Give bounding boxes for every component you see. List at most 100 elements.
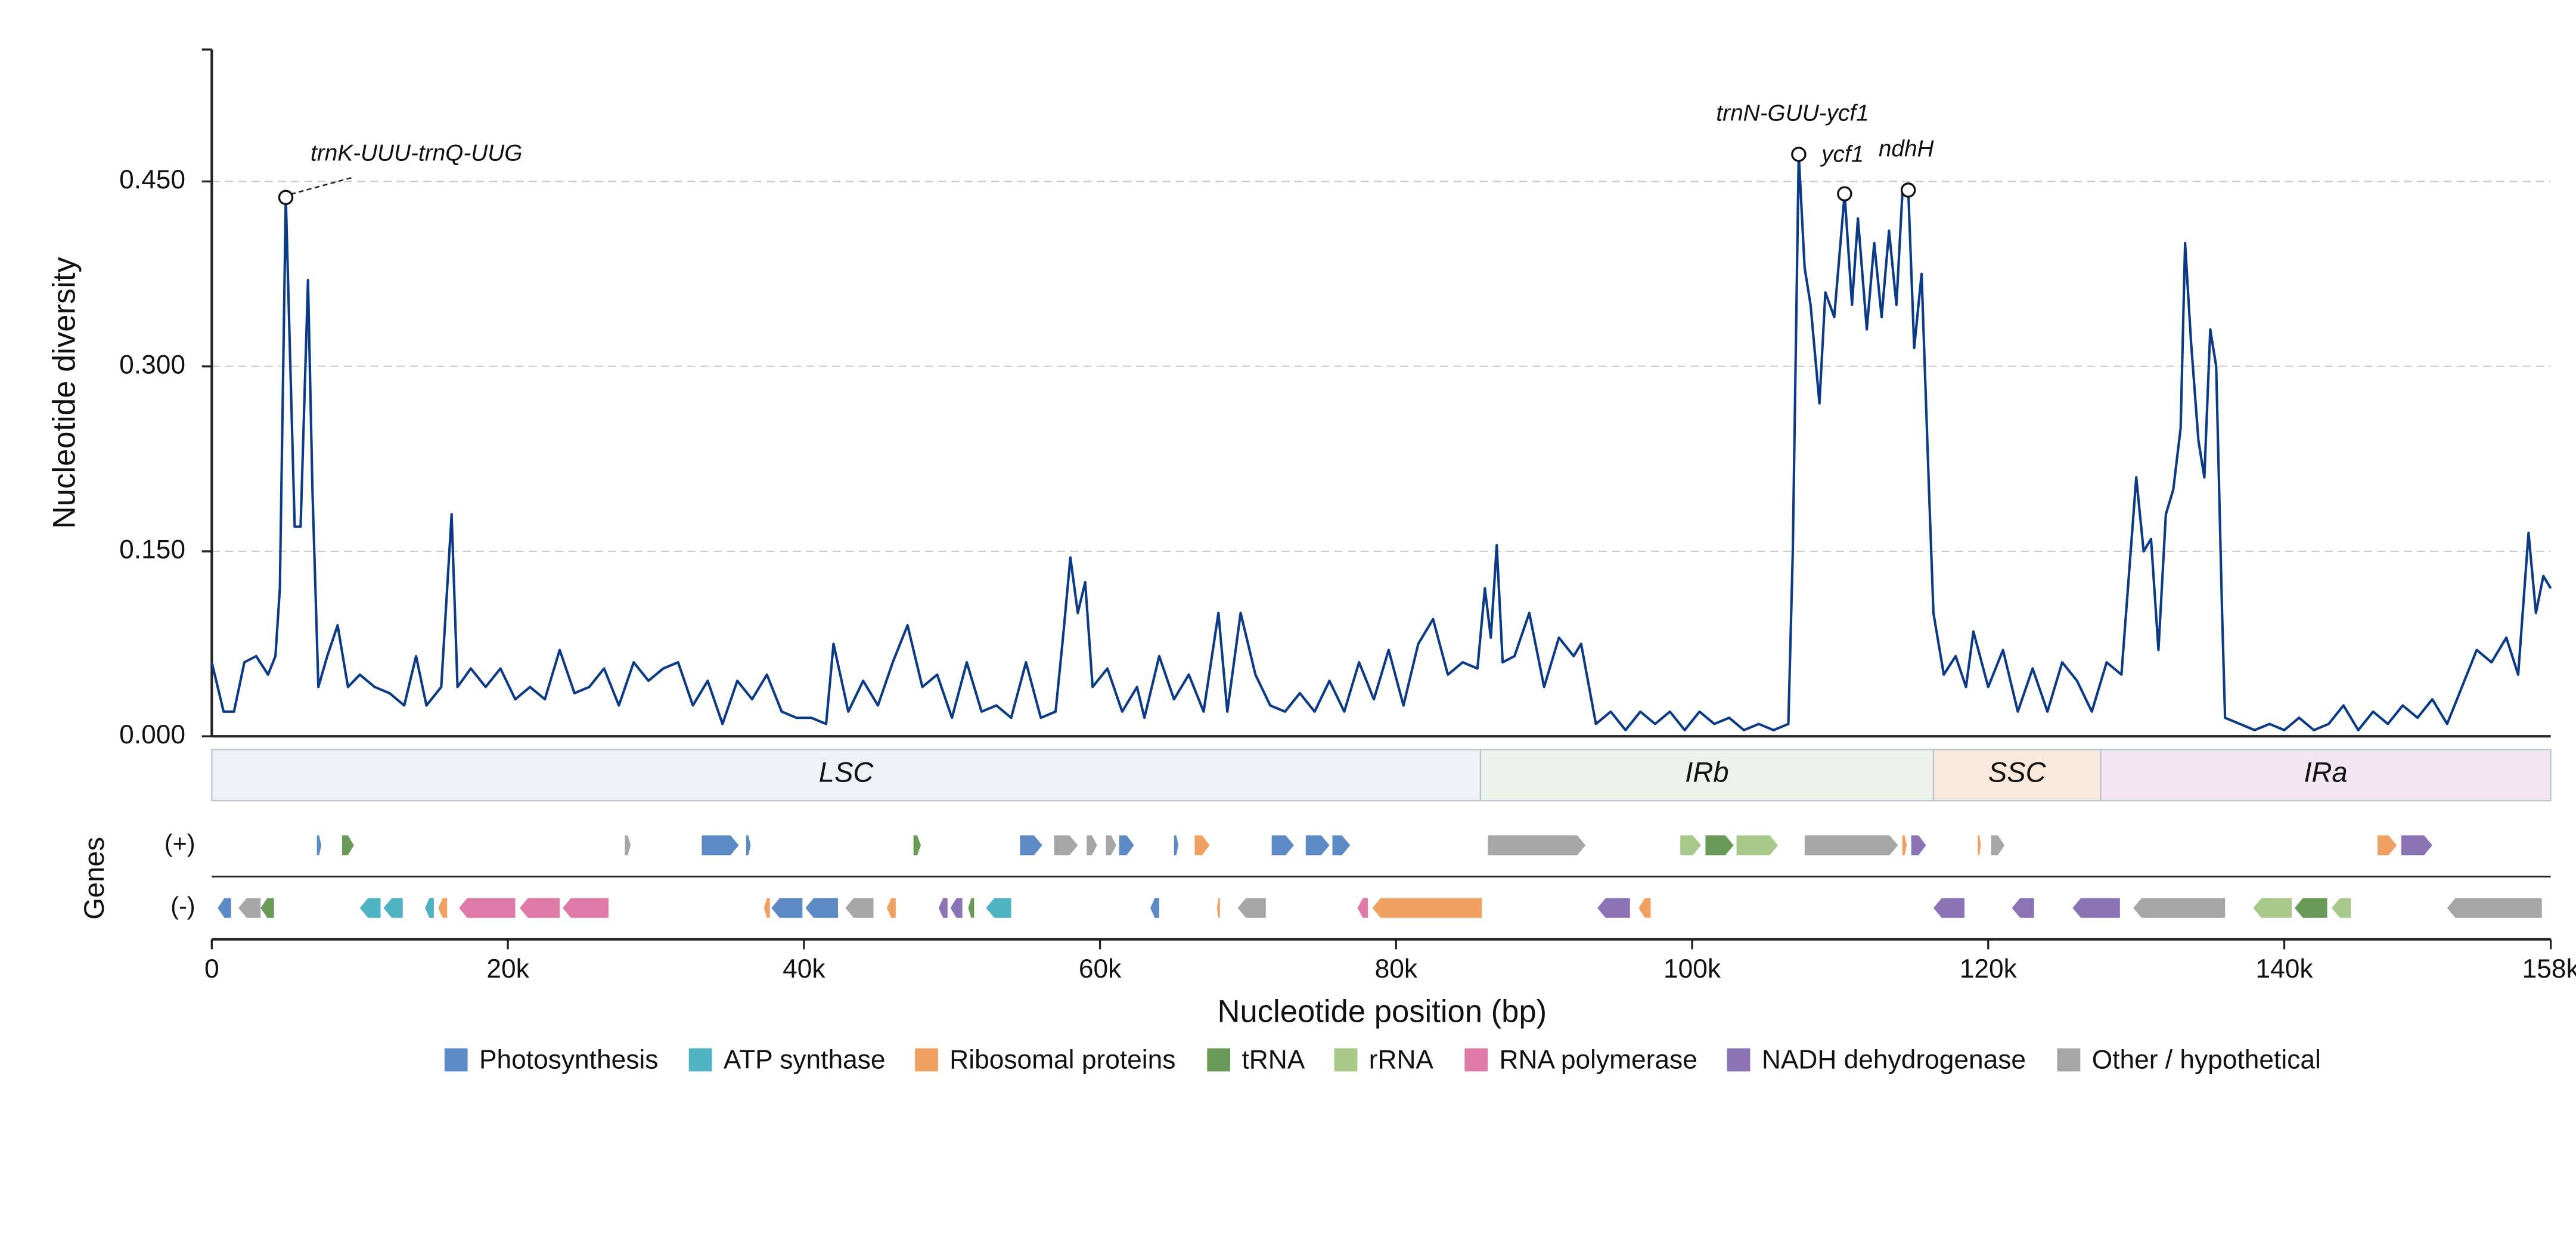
gene: [562, 898, 609, 918]
gene: [625, 835, 631, 855]
gene: [238, 898, 261, 918]
gene: [2332, 898, 2351, 918]
y-tick-label: 0.300: [119, 350, 185, 379]
annotation-point: [1837, 186, 1852, 201]
gene: [1054, 835, 1078, 855]
legend-swatch: [1334, 1048, 1358, 1072]
annotation-leader: [290, 176, 352, 195]
gene: [1978, 835, 1981, 855]
strand-label: (-): [170, 892, 195, 920]
gene: [1705, 835, 1734, 855]
legend-swatch: [1464, 1048, 1488, 1072]
gene: [424, 898, 434, 918]
legend-label: rRNA: [1369, 1045, 1434, 1074]
gene: [1680, 835, 1701, 855]
gene: [1488, 835, 1586, 855]
gene: [2378, 835, 2397, 855]
annotation-point: [278, 190, 294, 206]
region-label: IRa: [2304, 756, 2347, 787]
legend-label: Photosynthesis: [479, 1045, 658, 1074]
gene: [845, 898, 874, 918]
strand-label: (+): [165, 829, 195, 857]
gene: [1991, 835, 2005, 855]
gene: [1106, 835, 1116, 855]
x-axis-label: Nucleotide position (bp): [1217, 994, 1547, 1029]
gene: [702, 835, 739, 855]
gene: [1332, 835, 1351, 855]
legend-swatch: [915, 1048, 938, 1072]
legend-label: RNA polymerase: [1499, 1045, 1697, 1074]
gene: [950, 898, 963, 918]
gene: [519, 898, 560, 918]
x-tick-label: 140k: [2256, 954, 2314, 984]
gene: [316, 835, 322, 855]
gene: [764, 898, 770, 918]
gene: [1150, 898, 1159, 918]
gene: [1804, 835, 1898, 855]
gene: [968, 898, 974, 918]
gene: [459, 898, 516, 918]
gene: [1020, 835, 1042, 855]
gene: [359, 898, 381, 918]
gene: [1194, 835, 1210, 855]
gene: [1087, 835, 1097, 855]
gene: [383, 898, 403, 918]
region-bar: [1932, 749, 2102, 802]
gene: [1597, 898, 1630, 918]
gene: [986, 898, 1011, 918]
region-label: LSC: [819, 756, 874, 787]
gene: [1216, 898, 1220, 918]
y-tick-label: 0.000: [119, 720, 185, 749]
annotation-point: [1791, 147, 1807, 162]
x-tick-label: 120k: [1960, 954, 2018, 984]
y-tick-label: 0.450: [119, 165, 185, 194]
x-tick-label: 20k: [486, 954, 529, 984]
gene: [2253, 898, 2292, 918]
legend-swatch: [444, 1048, 468, 1072]
legend-swatch: [688, 1048, 712, 1072]
x-tick-label: 158k: [2522, 954, 2576, 984]
region-bar: [1479, 749, 1935, 802]
genes-label: Genes: [78, 837, 110, 920]
region-label: SSC: [1988, 756, 2047, 787]
gene: [771, 898, 803, 918]
gene: [2447, 898, 2542, 918]
gene: [1736, 835, 1779, 855]
legend-label: tRNA: [1242, 1045, 1305, 1074]
x-tick-label: 0: [204, 954, 219, 984]
diversity-line: [210, 153, 2552, 731]
gene: [886, 898, 896, 918]
gene: [1174, 835, 1179, 855]
legend-label: ATP synthase: [724, 1045, 886, 1074]
gene: [1372, 898, 1482, 918]
gene: [2012, 898, 2034, 918]
gene: [938, 898, 948, 918]
gene: [746, 835, 751, 855]
annotation-label: trnK-UUU-trnQ-UUG: [311, 141, 522, 166]
legend-swatch: [1207, 1048, 1231, 1072]
gene: [260, 898, 274, 918]
gene: [2294, 898, 2327, 918]
gene: [1933, 898, 1965, 918]
gene: [913, 835, 921, 855]
x-tick-label: 100k: [1663, 954, 1721, 984]
annotation-point: [1900, 182, 1916, 198]
gene: [1638, 898, 1651, 918]
gene: [805, 898, 838, 918]
annotation-label: ndhH: [1879, 137, 1935, 162]
gene: [342, 835, 354, 855]
gene: [1237, 898, 1266, 918]
gene: [1902, 835, 1907, 855]
y-axis-label: Nucleotide diversity: [47, 256, 82, 529]
y-tick-label: 0.150: [119, 535, 185, 565]
gene: [1271, 835, 1294, 855]
gene: [2072, 898, 2120, 918]
gene: [438, 898, 448, 918]
gene: [1911, 835, 1926, 855]
legend-label: NADH dehydrogenase: [1762, 1045, 2026, 1074]
annotation-label: ycf1: [1820, 142, 1864, 168]
legend-swatch: [1727, 1048, 1751, 1072]
gene: [1305, 835, 1330, 855]
